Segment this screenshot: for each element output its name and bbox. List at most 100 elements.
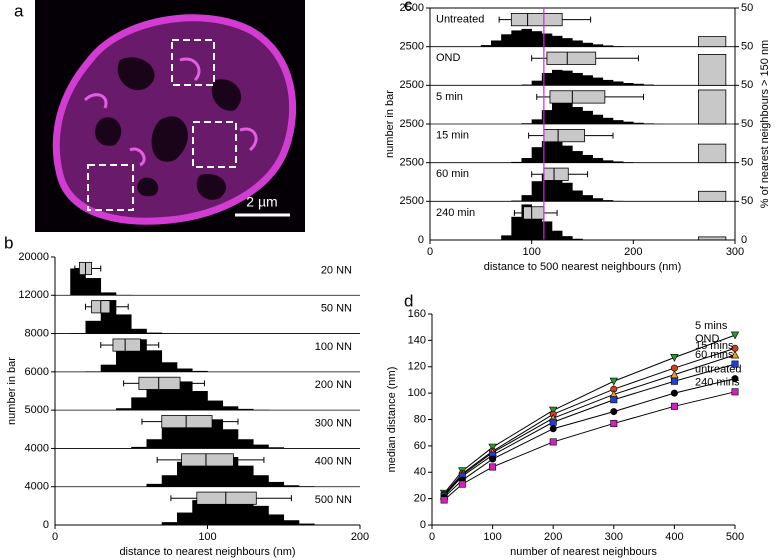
- y2-tick-label: 50: [741, 2, 753, 14]
- marker: [670, 402, 678, 410]
- marker: [489, 463, 497, 471]
- legend-label: untreated: [695, 364, 741, 376]
- histogram-bar: [541, 221, 553, 240]
- x-tick-label: 200: [544, 531, 562, 543]
- histogram-bar: [521, 84, 532, 86]
- x-tick-label: 0: [427, 246, 433, 258]
- histogram-bar: [562, 145, 573, 163]
- y-tick-label: 140: [408, 334, 426, 346]
- y2-tick-label: 50: [741, 118, 753, 130]
- marker: [670, 364, 678, 372]
- histogram-bar: [131, 397, 147, 411]
- y2-tick-label: 50: [741, 41, 753, 53]
- roi-box: [87, 164, 134, 211]
- row-label: 60 min: [436, 168, 469, 180]
- histogram-bar: [161, 425, 178, 449]
- histogram-bar: [562, 70, 573, 86]
- histogram-bar: [531, 31, 543, 47]
- histogram-bar: [131, 446, 147, 449]
- y-tick-label: 160: [408, 308, 426, 320]
- histogram-bar: [541, 110, 553, 124]
- row-label: 400 NN: [315, 456, 352, 468]
- histogram-bar: [85, 278, 102, 296]
- nucleus-texture: [83, 57, 258, 167]
- histogram-bar: [85, 320, 102, 334]
- histogram-bar: [222, 429, 239, 449]
- histogram-bar: [602, 79, 614, 86]
- marker: [610, 408, 618, 416]
- histogram-bar: [116, 345, 132, 372]
- box: [112, 338, 141, 352]
- box: [138, 376, 181, 390]
- histogram-bar: [623, 83, 634, 86]
- x-axis-title: distance to nearest neighbours (nm): [119, 546, 295, 558]
- histogram-bar: [283, 520, 300, 525]
- marker: [548, 406, 558, 415]
- y-tick-label: 0: [43, 519, 49, 531]
- histogram-bar: [192, 391, 208, 411]
- x-tick-label: 100: [522, 246, 540, 258]
- histogram-bar: [299, 523, 315, 525]
- histogram-bar: [491, 40, 502, 47]
- marker: [670, 354, 679, 362]
- y-tick-label: 20: [414, 493, 426, 505]
- marker: [549, 418, 557, 426]
- marker: [731, 375, 739, 383]
- histogram-bar: [552, 35, 563, 47]
- x-tick-label: 300: [605, 531, 623, 543]
- histogram-bar: [572, 40, 583, 47]
- y-tick-label: 2500: [400, 157, 424, 169]
- histogram-bar: [582, 42, 593, 47]
- legend-label: OND: [695, 333, 720, 345]
- histogram-bar: [633, 83, 644, 86]
- histogram-bar: [511, 161, 522, 163]
- histogram-bar: [100, 364, 117, 372]
- y2-axis-title: % of nearest neighbours > 150 nm: [759, 40, 771, 208]
- x-tick-label: 300: [726, 246, 744, 258]
- y-tick-label: 0: [420, 519, 426, 531]
- marker: [488, 443, 497, 452]
- x-tick-label: 400: [665, 531, 683, 543]
- histogram-bar: [146, 483, 163, 487]
- series-line: [443, 391, 736, 501]
- row-label: 240 min: [436, 207, 475, 219]
- histogram-bar: [521, 195, 532, 202]
- histogram-bar: [521, 123, 532, 124]
- histogram-bar: [177, 512, 193, 525]
- x-tick-label: 0: [429, 531, 435, 543]
- marker: [670, 389, 678, 397]
- marker: [730, 350, 740, 359]
- histogram-bar: [268, 481, 285, 487]
- marker: [670, 370, 679, 379]
- histogram-bar: [177, 368, 193, 372]
- histogram-bar: [531, 181, 543, 202]
- histogram-bar: [177, 381, 193, 411]
- marker: [609, 377, 619, 386]
- histogram-bar: [643, 84, 654, 86]
- histogram-bar: [613, 161, 624, 163]
- histogram-bar: [602, 160, 614, 163]
- y-tick-label: 100: [408, 387, 426, 399]
- histogram-bar: [161, 475, 178, 487]
- marker: [730, 331, 740, 340]
- box: [510, 13, 563, 27]
- y-tick-label: 60: [414, 440, 426, 452]
- histogram-bar: [572, 106, 583, 124]
- histogram-bar: [552, 102, 563, 124]
- legend-label: 15 mins: [695, 340, 734, 352]
- histogram-bar: [592, 114, 604, 124]
- histogram-bar: [541, 72, 553, 86]
- legend-label: 5 mins: [695, 320, 728, 332]
- histogram-bar: [253, 444, 269, 449]
- marker: [458, 480, 466, 488]
- y-tick-label: 2500: [400, 79, 424, 91]
- histogram-bar: [602, 45, 614, 47]
- y-tick-label: 4000: [25, 481, 49, 493]
- histogram-bar: [238, 408, 254, 411]
- histogram-bar: [511, 30, 522, 47]
- box: [546, 51, 597, 65]
- x-tick-label: 100: [198, 531, 216, 543]
- marker: [731, 388, 739, 396]
- y2-tick-label: 0: [741, 234, 747, 246]
